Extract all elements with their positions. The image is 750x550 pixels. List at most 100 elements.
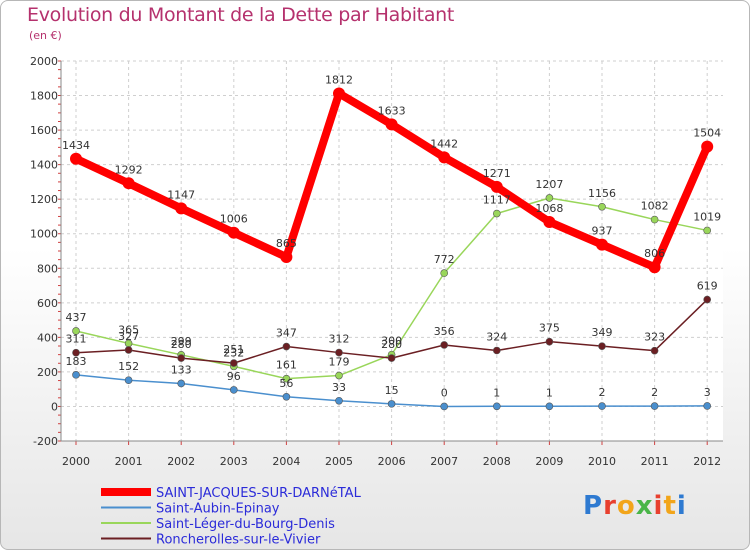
x-tick-label: 2007 [430, 455, 458, 468]
y-tick-label: 600 [37, 297, 58, 310]
x-tick-label: 2012 [693, 455, 721, 468]
y-tick-label: 1600 [30, 124, 58, 137]
data-label: 152 [118, 360, 139, 373]
data-point [124, 376, 133, 385]
proxiti-logo: Proxiti [583, 491, 687, 521]
data-point [282, 374, 291, 383]
data-point [492, 209, 501, 218]
data-label: 1504 [693, 127, 721, 140]
data-label: 56 [279, 377, 293, 390]
y-tick-label: 200 [37, 366, 58, 379]
data-point [175, 202, 188, 215]
data-label: 1082 [641, 200, 669, 213]
y-tick-label: 0 [51, 400, 58, 413]
data-label: 1019 [693, 210, 721, 223]
data-point [701, 140, 714, 153]
legend-label: Saint-Aubin-Epinay [156, 502, 280, 517]
data-point [703, 226, 712, 235]
legend-label: Roncherolles-sur-le-Vivier [156, 533, 321, 548]
data-label: 937 [592, 225, 613, 238]
data-label: 324 [486, 330, 507, 343]
x-tick-label: 2004 [272, 455, 300, 468]
x-tick-label: 2011 [641, 455, 669, 468]
data-label: 1 [493, 386, 500, 399]
data-point [72, 327, 80, 335]
legend-label: SAINT-JACQUES-SUR-DARNéTAL [156, 486, 362, 501]
data-point [230, 359, 238, 367]
data-point [177, 354, 185, 362]
y-tick-label: 400 [37, 331, 58, 344]
data-label: 806 [644, 247, 665, 260]
data-point [72, 371, 80, 379]
data-label: 232 [223, 346, 244, 359]
y-tick-label: -200 [33, 435, 58, 448]
data-label: 619 [697, 280, 718, 293]
data-label: 1434 [62, 139, 90, 152]
data-point [227, 226, 240, 239]
y-tick-label: 2000 [30, 55, 58, 68]
data-point [545, 337, 554, 346]
data-label: 179 [329, 356, 350, 369]
data-point [492, 402, 501, 411]
data-point [280, 251, 293, 264]
data-point [598, 402, 606, 410]
data-label: 280 [171, 338, 192, 351]
data-label: 1442 [430, 137, 458, 150]
data-label: 280 [381, 338, 402, 351]
x-tick-label: 2006 [378, 455, 406, 468]
y-tick-label: 800 [37, 262, 58, 275]
data-label: 437 [66, 311, 87, 324]
chart-title: Evolution du Montant de la Dette par Hab… [27, 4, 455, 26]
data-label: 356 [434, 325, 455, 338]
data-label: 312 [329, 333, 350, 346]
data-label: 1068 [535, 202, 563, 215]
y-tick-label: 1400 [30, 159, 58, 172]
x-tick-label: 2009 [535, 455, 563, 468]
data-label: 299 [171, 335, 192, 348]
data-label: 33 [332, 381, 346, 394]
data-label: 772 [434, 253, 455, 266]
data-point [543, 215, 556, 228]
data-point [333, 87, 345, 100]
x-tick-label: 2000 [62, 455, 90, 468]
y-tick-label: 1800 [30, 90, 58, 103]
data-label: 1271 [483, 167, 511, 180]
data-point [545, 194, 554, 202]
data-point [70, 152, 82, 165]
data-label: 1812 [325, 73, 353, 86]
data-label: 375 [539, 322, 560, 335]
data-point [335, 396, 343, 405]
data-label: 1117 [483, 194, 511, 207]
data-point [703, 402, 712, 410]
data-point [72, 348, 80, 357]
data-label: 327 [118, 330, 139, 343]
data-label: 1 [546, 386, 553, 399]
y-tick-label: 1200 [30, 193, 58, 206]
data-point [650, 402, 659, 410]
x-tick-label: 2008 [483, 455, 511, 468]
data-label: 1156 [588, 187, 616, 200]
data-point [387, 400, 396, 408]
x-tick-label: 2003 [220, 455, 248, 468]
data-label: 1006 [220, 213, 248, 226]
data-point [438, 151, 451, 164]
data-label: 133 [171, 363, 192, 376]
data-label: 2 [651, 386, 658, 399]
data-point [545, 402, 554, 411]
y-tick-label: 1000 [30, 228, 58, 241]
x-tick-label: 2005 [325, 455, 353, 468]
x-tick-label: 2002 [167, 455, 195, 468]
data-point [650, 346, 659, 355]
chart-subtitle: (en €) [29, 29, 62, 42]
data-label: 347 [276, 327, 297, 340]
data-point [650, 215, 659, 224]
data-label: 96 [227, 370, 241, 383]
data-point [387, 354, 396, 362]
data-point [440, 341, 449, 349]
data-label: 1147 [167, 188, 195, 201]
data-point [335, 371, 343, 380]
data-label: 865 [276, 237, 297, 250]
data-point [490, 180, 503, 193]
